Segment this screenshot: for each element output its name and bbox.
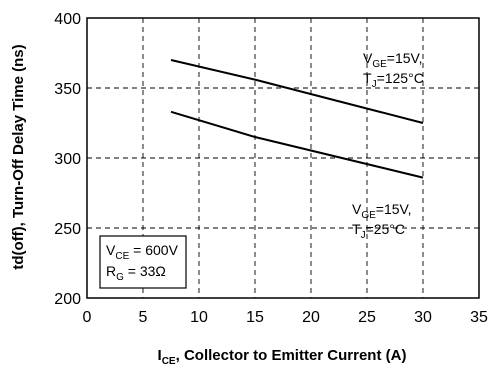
series-label-25c-line2: TJ=25°C [352, 221, 405, 241]
y-axis-title: td(off), Turn-Off Delay Time (ns) [10, 44, 27, 269]
conditions-box: VCE = 600V RG = 33Ω [99, 235, 187, 289]
series-label-25c-line1: VGE=15V, [352, 201, 412, 221]
y-tick-label: 300 [54, 151, 81, 168]
series-line-tj-125c [170, 59, 424, 124]
x-tick-label: 15 [246, 309, 264, 326]
x-tick-label: 35 [470, 309, 488, 326]
y-tick-label: 400 [54, 11, 81, 28]
x-tick-label: 20 [302, 309, 320, 326]
x-tick-label: 10 [190, 309, 208, 326]
series-layer [170, 59, 424, 179]
y-tick-label: 250 [54, 221, 81, 238]
x-tick-label: 0 [83, 309, 92, 326]
x-axis-title: ICE, Collector to Emitter Current (A) [158, 347, 407, 367]
plot-frame [86, 17, 480, 299]
x-tick-label: 30 [414, 309, 432, 326]
y-tick-label: 200 [54, 291, 81, 308]
series-line-tj-25c [170, 110, 424, 179]
series-label-125c-line1: VGE=15V, [363, 50, 423, 70]
x-tick-label: 5 [139, 309, 148, 326]
grid-lines [87, 18, 479, 298]
series-label-125c-line2: TJ=125°C [363, 70, 424, 90]
condition-vce: VCE = 600V [106, 242, 179, 262]
x-tick-labels: 0 5 10 15 20 25 30 35 [83, 309, 488, 326]
y-tick-labels: 200 250 300 350 400 [54, 11, 81, 308]
x-tick-label: 25 [358, 309, 376, 326]
y-tick-label: 350 [54, 81, 81, 98]
condition-rg: RG = 33Ω [106, 263, 166, 283]
